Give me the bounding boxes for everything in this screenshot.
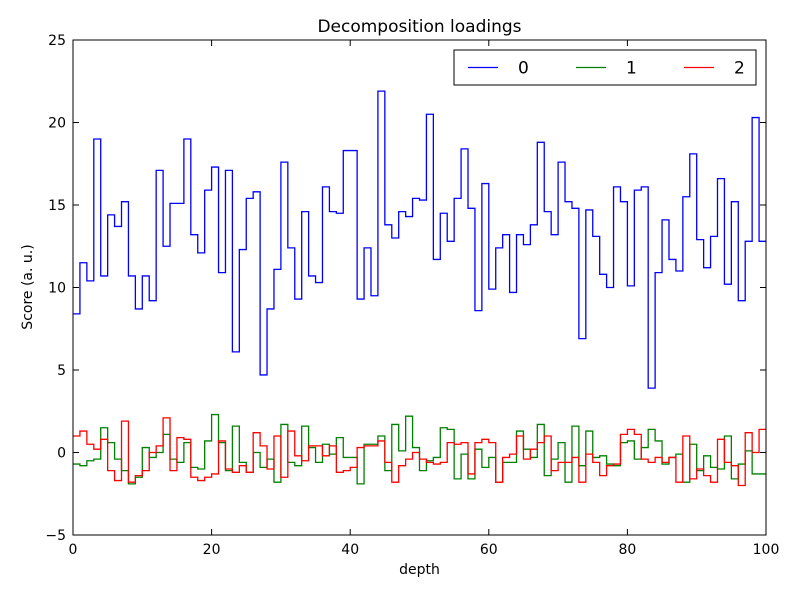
x-axis-label: depth — [399, 562, 440, 578]
legend-label-0: 0 — [518, 59, 529, 79]
y-tick-label: 15 — [48, 198, 66, 214]
plot-area — [73, 90, 766, 487]
series-line-2 — [73, 417, 766, 487]
x-tick-label: 80 — [618, 542, 636, 558]
series-line-0 — [73, 90, 766, 389]
y-axis-label: Score (a. u.) — [20, 244, 36, 329]
x-tick-label: 40 — [341, 542, 359, 558]
y-tick-label: 5 — [57, 363, 66, 379]
x-tick-label: 20 — [203, 542, 221, 558]
y-tick-label: 20 — [48, 116, 66, 132]
x-tick-label: 60 — [480, 542, 498, 558]
legend-label-1: 1 — [626, 59, 637, 79]
y-tick-label: 0 — [57, 446, 66, 462]
x-tick-label: 0 — [69, 542, 78, 558]
legend-label-2: 2 — [734, 59, 745, 79]
legend: 0 1 2 — [453, 49, 757, 86]
y-tick-label: 25 — [48, 33, 66, 49]
x-tick-label: 100 — [753, 542, 780, 558]
y-tick-label: −5 — [45, 528, 66, 544]
chart-title: Decomposition loadings — [317, 17, 521, 37]
y-tick-label: 10 — [48, 281, 66, 297]
